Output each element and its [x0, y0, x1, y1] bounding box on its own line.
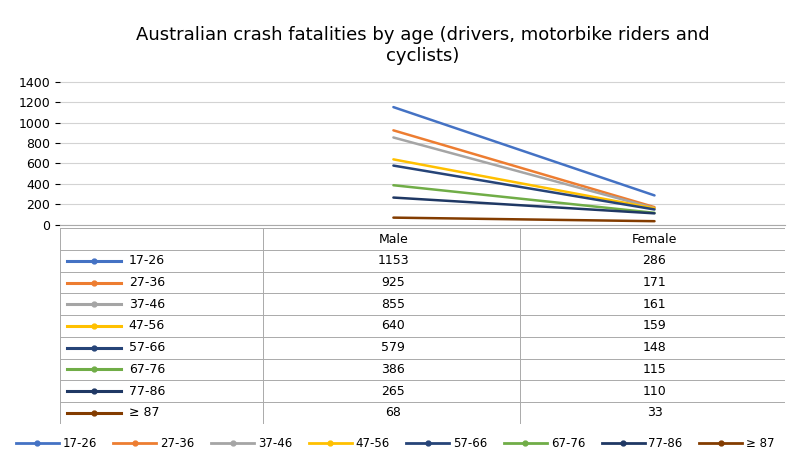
Text: 33: 33	[646, 407, 662, 419]
Text: 77-86: 77-86	[128, 385, 165, 398]
Text: 171: 171	[642, 276, 666, 289]
Text: 67-76: 67-76	[128, 363, 165, 376]
Text: 27-36: 27-36	[128, 276, 165, 289]
Text: 47-56: 47-56	[128, 319, 165, 332]
Text: 640: 640	[382, 319, 405, 332]
Text: 57-66: 57-66	[453, 437, 488, 450]
Text: 159: 159	[642, 319, 666, 332]
Text: ≥ 87: ≥ 87	[746, 437, 775, 450]
Text: 68: 68	[386, 407, 402, 419]
Text: ≥ 87: ≥ 87	[128, 407, 159, 419]
Text: 17-26: 17-26	[128, 254, 165, 267]
Text: 1153: 1153	[378, 254, 409, 267]
Title: Australian crash fatalities by age (drivers, motorbike riders and
cyclists): Australian crash fatalities by age (driv…	[135, 26, 709, 65]
Text: 37-46: 37-46	[128, 298, 165, 311]
Text: 386: 386	[382, 363, 405, 376]
Text: Male: Male	[379, 232, 408, 245]
Text: 265: 265	[382, 385, 405, 398]
Text: 115: 115	[642, 363, 666, 376]
Text: 17-26: 17-26	[63, 437, 97, 450]
Text: 925: 925	[382, 276, 405, 289]
Text: Female: Female	[632, 232, 677, 245]
Text: 161: 161	[642, 298, 666, 311]
Text: 286: 286	[642, 254, 666, 267]
Text: 148: 148	[642, 341, 666, 354]
Text: 67-76: 67-76	[551, 437, 585, 450]
Text: 47-56: 47-56	[355, 437, 390, 450]
Text: 579: 579	[382, 341, 406, 354]
Text: 37-46: 37-46	[258, 437, 292, 450]
Text: 855: 855	[382, 298, 406, 311]
Text: 77-86: 77-86	[649, 437, 683, 450]
Text: 57-66: 57-66	[128, 341, 165, 354]
Text: 110: 110	[642, 385, 666, 398]
Text: 27-36: 27-36	[160, 437, 194, 450]
